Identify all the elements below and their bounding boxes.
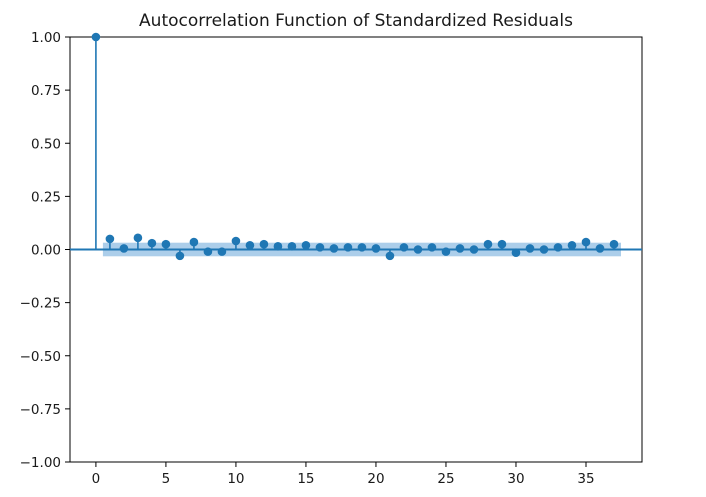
axes: 1.00 0.75 0.50 0.25 0.00 −0.25 −0.50 −0.75 −1.00… [20,30,643,487]
x-tick-label: 30 [507,471,524,487]
acf-marker [245,240,255,250]
y-tick-label: 0.75 [31,83,61,99]
acf-marker [189,237,199,247]
acf-marker [161,239,171,249]
acf-marker [441,247,451,256]
acf-marker [329,244,339,253]
x-tick-label: 35 [577,471,594,487]
acf-marker [357,243,367,252]
acf-marker [287,242,297,251]
acf-marker [469,245,479,254]
acf-marker [399,243,409,252]
x-tick-label: 5 [162,471,171,487]
y-tick-label: −0.25 [20,296,61,312]
x-tick-label: 15 [297,471,314,487]
acf-marker [455,244,465,253]
x-tick-label: 20 [367,471,384,487]
stems-layer [70,32,642,261]
acf-marker [581,237,591,247]
acf-marker [91,32,101,42]
acf-marker [273,242,283,251]
acf-marker [567,240,577,250]
acf-marker [427,243,437,252]
acf-marker [105,234,115,244]
x-tick-label: 25 [437,471,454,487]
y-tick-label: 0.00 [31,243,61,259]
acf-marker [385,251,395,261]
acf-marker [203,247,213,256]
y-tick-label: 1.00 [31,30,61,46]
acf-marker [217,247,227,256]
acf-marker [343,243,353,252]
acf-marker [525,244,535,253]
y-tick-label: −0.50 [20,349,61,365]
acf-marker [133,233,143,243]
y-tick-label: 0.25 [31,189,61,205]
acf-marker [483,239,493,249]
x-tick-label: 10 [227,471,244,487]
y-tick-label: −1.00 [20,455,61,471]
acf-marker [147,238,157,248]
x-tick-label: 0 [92,471,101,487]
acf-marker [497,239,507,249]
acf-marker [539,245,549,254]
acf-marker [511,248,521,257]
acf-marker [315,243,325,252]
acf-marker [231,236,241,246]
y-tick-label: 0.50 [31,136,61,152]
acf-marker [175,251,185,261]
acf-marker [371,244,381,253]
acf-marker [413,245,423,254]
acf-marker [553,243,563,252]
acf-marker [595,244,605,253]
acf-marker [609,239,619,249]
y-tick-label: −0.75 [20,402,61,418]
acf-marker [259,239,269,249]
acf-marker [119,244,129,253]
acf-marker [301,240,311,250]
chart-title: Autocorrelation Function of Standardized… [139,11,573,31]
